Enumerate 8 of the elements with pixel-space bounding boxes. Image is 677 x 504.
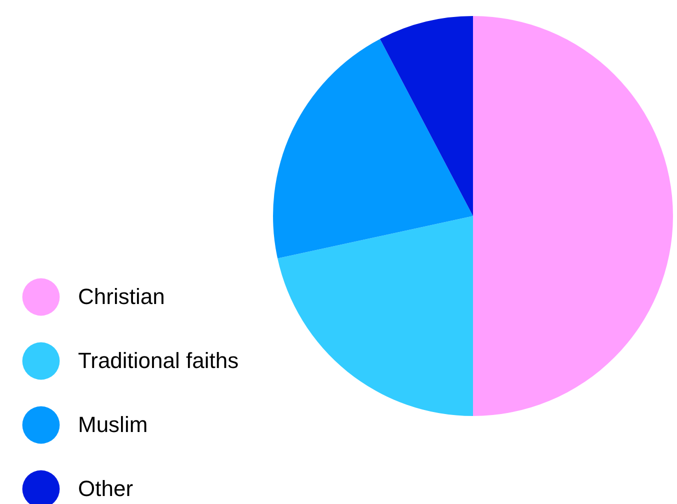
pie-slice bbox=[473, 16, 673, 416]
legend-label: Christian bbox=[78, 284, 165, 309]
pie-slice bbox=[278, 216, 473, 416]
pie-slice bbox=[273, 38, 473, 258]
pie-slice bbox=[380, 16, 473, 216]
legend-label: Muslim bbox=[78, 412, 148, 437]
legend-label: Traditional faiths bbox=[78, 348, 239, 373]
legend-label: Other bbox=[78, 476, 134, 501]
